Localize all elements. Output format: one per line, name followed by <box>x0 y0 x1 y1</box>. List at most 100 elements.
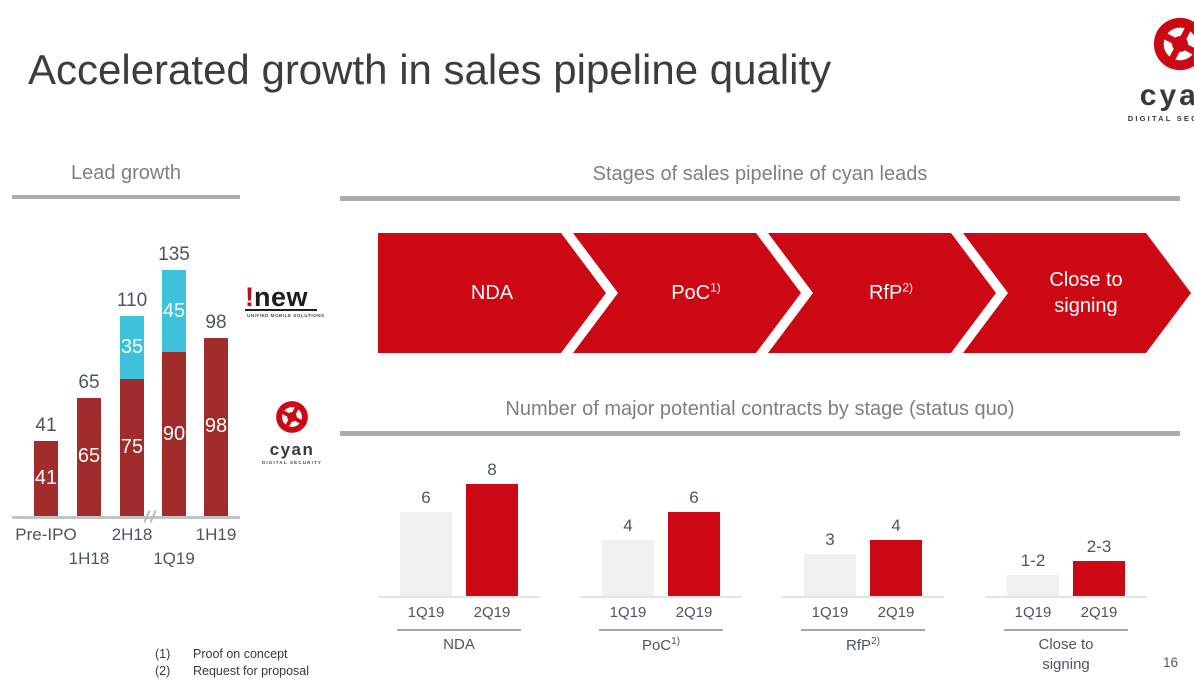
period-label: 2Q19 <box>877 604 915 621</box>
lead-x-axis-label: 1Q19 <box>153 549 195 568</box>
period-label: 1Q19 <box>609 604 647 621</box>
inew-logo-tagline: UNIFIED MOBILE SOLUTIONS <box>247 312 325 318</box>
period-label: 2Q19 <box>675 604 713 621</box>
period-label: 1Q19 <box>407 604 445 621</box>
mini-chart-separator <box>599 629 723 631</box>
lead-bar-total-label: 110 <box>116 289 148 311</box>
segment-value-label: 45 <box>162 299 186 322</box>
cyan-logo-wordmark: cyan <box>269 440 315 459</box>
lead-bar-1H19: 98 <box>204 337 228 516</box>
mini-chart-axis <box>985 596 1147 598</box>
cyan-logo-icon <box>276 401 308 433</box>
pipeline-stage-label: NDA <box>470 282 514 304</box>
mini-bar-value-label: 4 <box>891 516 901 535</box>
segment-value-label: 41 <box>34 467 58 490</box>
lead-x-axis-label: 1H18 <box>68 549 110 568</box>
lead-bar-total-label: 41 <box>35 415 57 437</box>
pipeline-stage-poc: PoC1) <box>573 233 801 353</box>
inew-logo-bang: ! <box>245 282 254 312</box>
pipeline-stage-rfp: RfP2) <box>768 233 996 353</box>
page-number: 16 <box>1162 655 1178 670</box>
lead-bar-Pre-IPO: 41 <box>34 441 58 516</box>
period-label: 1Q19 <box>1014 604 1052 621</box>
mini-chart-poc: 4 6 1Q19 2Q19 PoC1) <box>580 450 742 694</box>
mini-bar-2Q19: 8 <box>466 460 518 596</box>
lead-bar-2H18: 35 75 <box>120 315 144 516</box>
lead-growth-chart: ! new UNIFIED MOBILE SOLUTIONS <box>12 240 330 585</box>
period-label: 1Q19 <box>811 604 849 621</box>
lead-bar-segment-cyan: 90 <box>162 352 186 516</box>
lead-x-axis-label: 1H19 <box>195 525 237 544</box>
mini-bar-value-label: 3 <box>825 530 835 549</box>
mini-chart-period-labels: 1Q19 2Q19 <box>782 604 944 621</box>
mini-chart-separator <box>801 629 925 631</box>
mini-bar-rect <box>602 540 654 596</box>
lead-bar-segment-cyan: 41 <box>34 441 58 516</box>
mini-chart-axis <box>580 596 742 598</box>
mini-bar-value-label: 6 <box>421 488 431 507</box>
segment-value-label: 90 <box>162 422 186 445</box>
lead-x-axis-label: 2H18 <box>111 525 153 544</box>
mini-chart-stage-label: NDA <box>443 636 475 653</box>
lead-growth-heading: Lead growth <box>70 162 182 184</box>
lead-bar-1H18: 65 <box>77 397 101 516</box>
contracts-heading: Number of major potential contracts by s… <box>505 398 1015 420</box>
lead-x-axis-label: Pre-IPO <box>15 525 77 544</box>
mini-chart-rfp: 3 4 1Q19 2Q19 RfP2) <box>782 450 944 694</box>
segment-value-label: 65 <box>77 445 101 468</box>
mini-chart-period-labels: 1Q19 2Q19 <box>378 604 540 621</box>
lead-bar-segment-cyan: 65 <box>77 397 101 516</box>
lead-bar-total-label: 65 <box>78 371 100 393</box>
pipeline-stage-label: PoC1) <box>671 280 721 304</box>
mini-chart-bars: 1-2 2-3 <box>985 450 1147 596</box>
mini-chart-separator <box>1004 629 1128 631</box>
mini-chart-separator <box>397 629 521 631</box>
footnote-text: Proof on concept <box>193 647 288 661</box>
pipeline-stage-close-to-signing: Close to signing <box>963 233 1191 353</box>
cyan-logo: cyan DIGITAL SECURITY <box>1120 16 1194 123</box>
lead-bar-segment-inew: 35 <box>120 315 144 380</box>
cyan-logo-small: cyan DIGITAL SECURITY <box>252 400 332 465</box>
mini-bar-rect <box>1007 575 1059 596</box>
mini-bar-rect <box>1073 561 1125 596</box>
footnote-marker: (1) <box>155 647 171 661</box>
segment-value-label: 98 <box>204 415 228 438</box>
segment-value-label: 75 <box>120 436 144 459</box>
mini-bar-rect <box>400 512 452 596</box>
lead-bar-segment-inew: 45 <box>162 270 186 353</box>
inew-logo-wordmark: new <box>254 282 309 312</box>
mini-chart-period-labels: 1Q19 2Q19 <box>580 604 742 621</box>
lead-bar-1Q19: 45 90 <box>162 270 186 516</box>
footnote-marker: (2) <box>155 663 171 678</box>
mini-bar-rect <box>466 484 518 596</box>
mini-chart-period-labels: 1Q19 2Q19 <box>985 604 1147 621</box>
segment-value-label: 35 <box>120 336 144 359</box>
mini-bar-2Q19: 2-3 <box>1073 537 1125 596</box>
mini-chart-close-to-signing: 1-2 2-3 1Q19 2Q19 Close to signing <box>985 450 1147 694</box>
lead-bar-total-label: 98 <box>205 311 227 333</box>
mini-chart-stage-label: RfP2) <box>846 636 880 654</box>
mini-bar-1Q19: 1-2 <box>1007 551 1059 596</box>
footnotes: (1) Proof on concept (2) Request for pro… <box>155 646 309 680</box>
lead-growth-x-axis <box>12 516 240 519</box>
mini-chart-axis <box>782 596 944 598</box>
mini-bar-1Q19: 6 <box>400 488 452 596</box>
footnote-1: (1) Proof on concept <box>155 646 309 663</box>
mini-chart-nda: 6 8 1Q19 2Q19 NDA <box>378 450 540 694</box>
mini-bar-value-label: 1-2 <box>1020 551 1046 570</box>
mini-bar-1Q19: 4 <box>602 516 654 596</box>
cyan-logo-tagline: DIGITAL SECURITY <box>1127 114 1194 123</box>
mini-bar-1Q19: 3 <box>804 530 856 596</box>
pipeline-chevrons: NDA PoC1) RfP2) Close to signing <box>378 233 1194 353</box>
cyan-logo-icon <box>1153 17 1194 71</box>
pipeline-heading: Stages of sales pipeline of cyan leads <box>592 163 928 185</box>
mini-bar-rect <box>668 512 720 596</box>
mini-bar-value-label: 4 <box>623 516 633 535</box>
mini-chart-stage-label: PoC1) <box>641 636 681 654</box>
mini-bar-value-label: 8 <box>487 460 497 479</box>
inew-logo: ! new UNIFIED MOBILE SOLUTIONS <box>245 282 324 318</box>
